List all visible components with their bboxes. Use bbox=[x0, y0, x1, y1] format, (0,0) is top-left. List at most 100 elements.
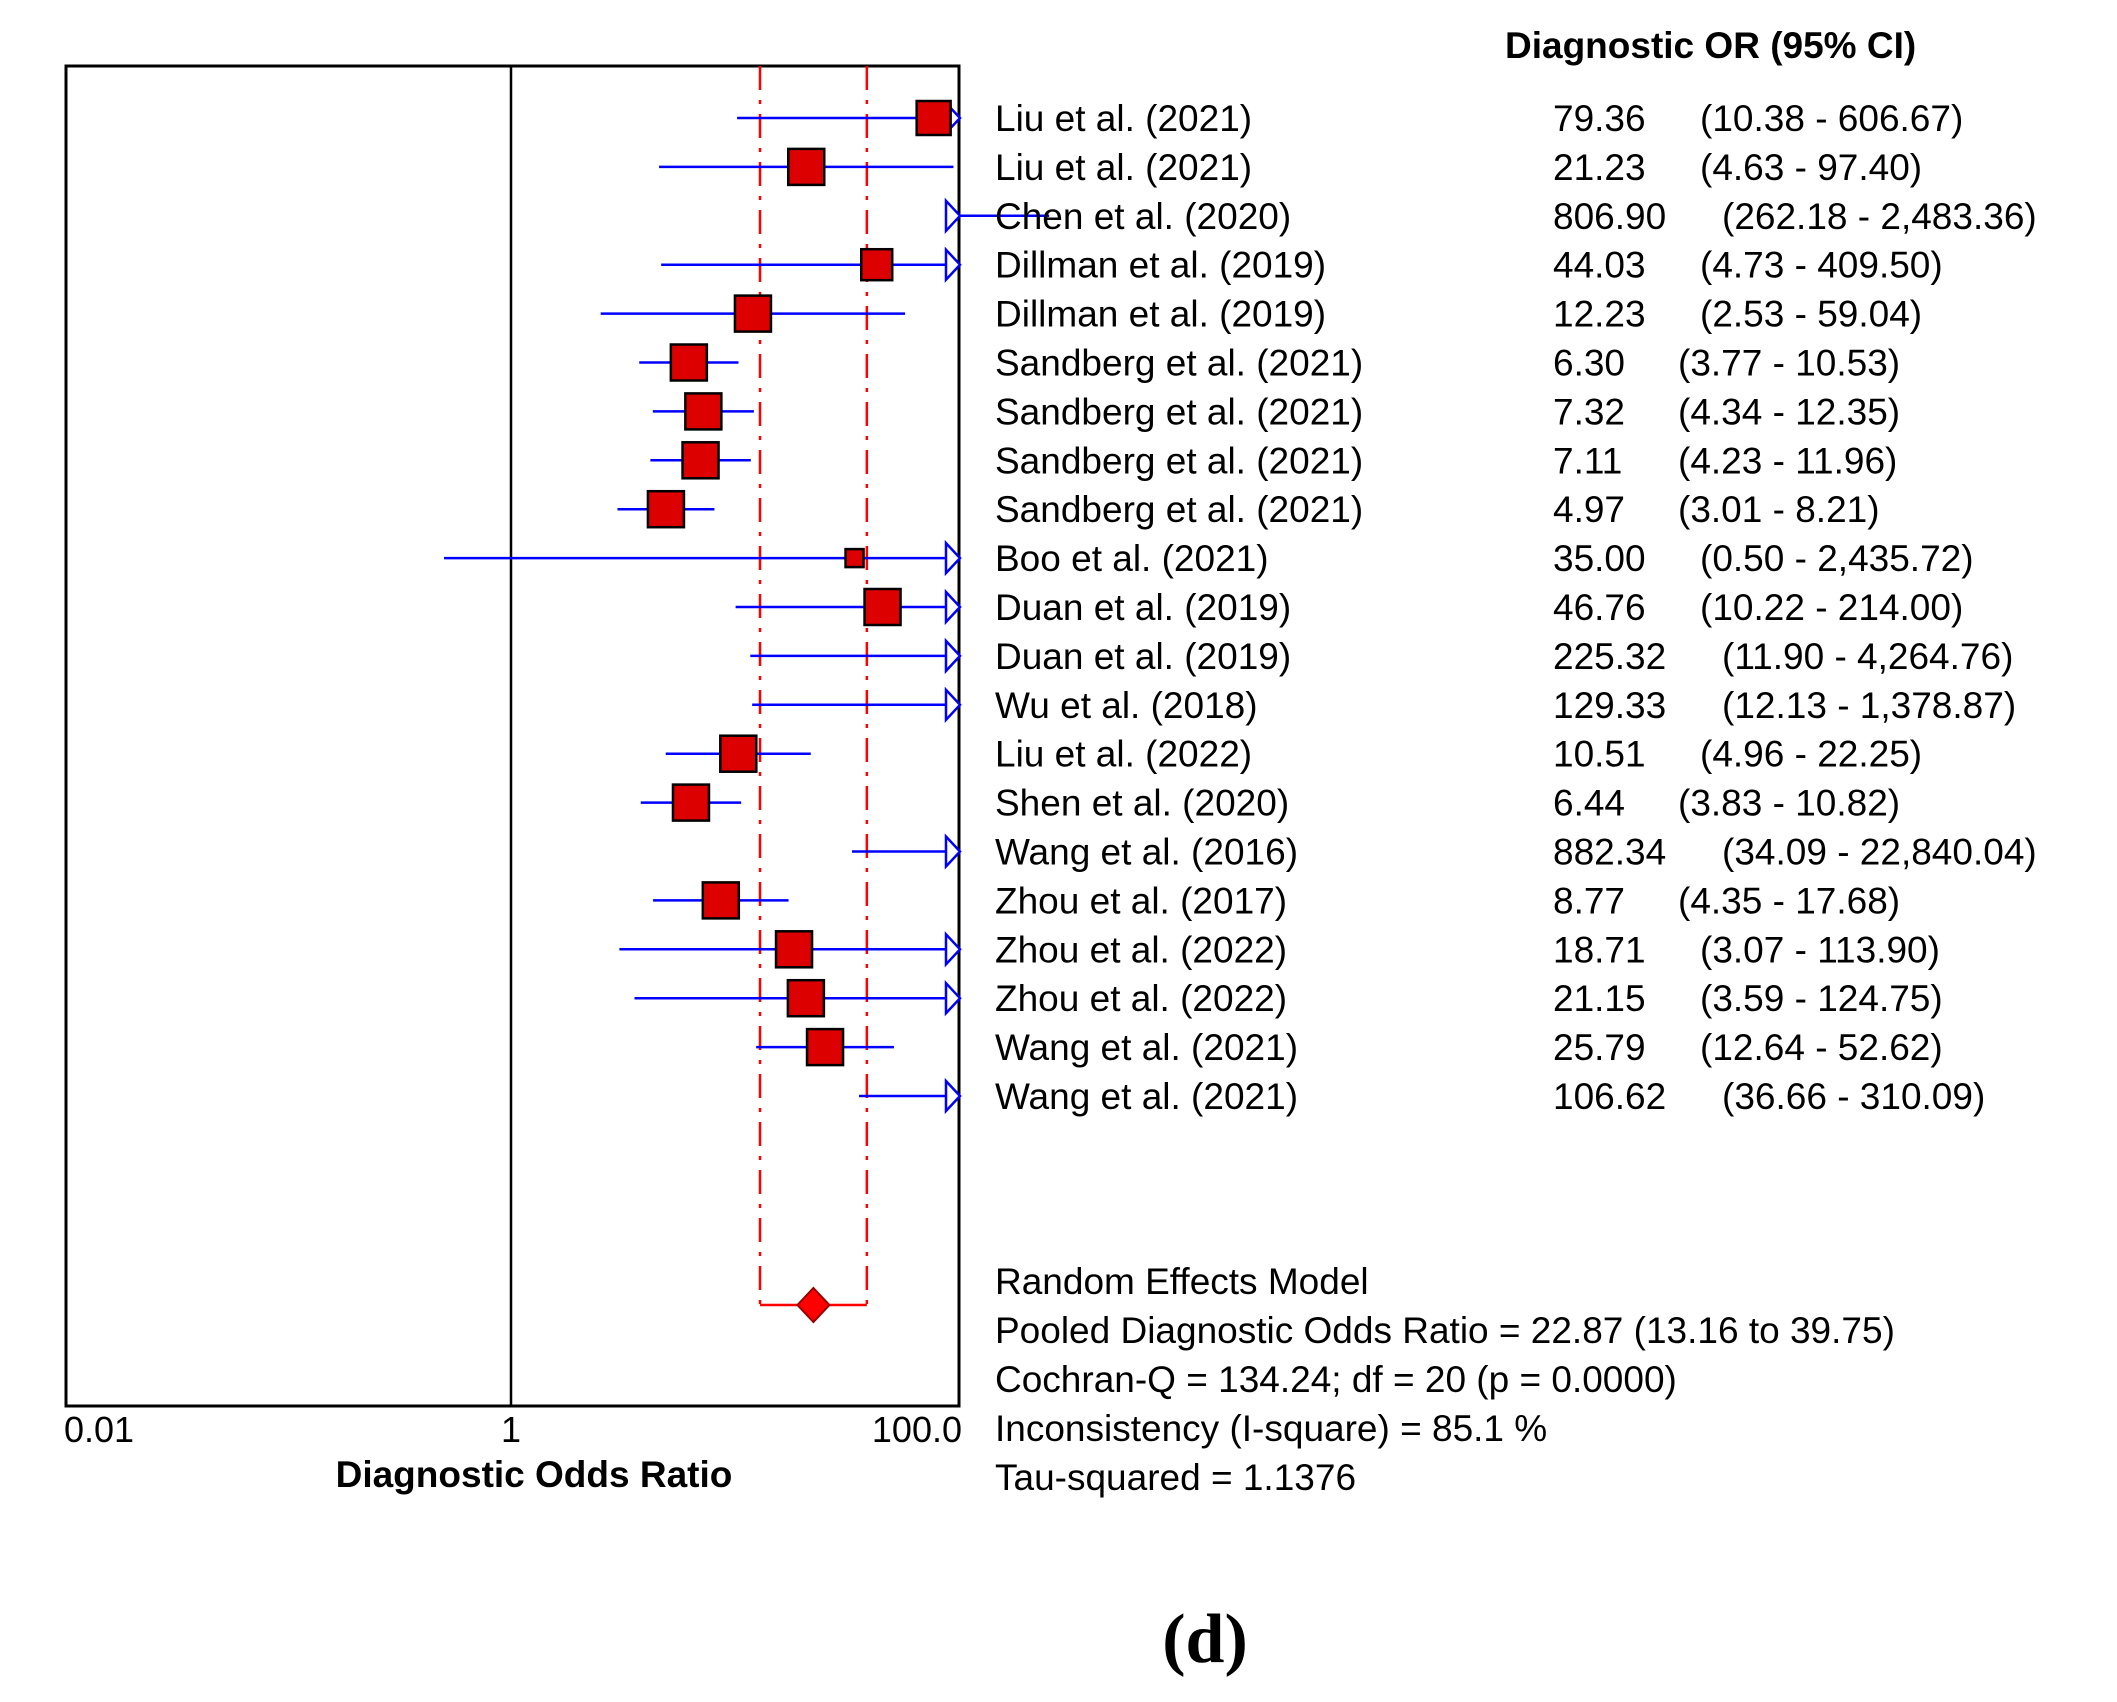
study-row-mark bbox=[652, 392, 754, 431]
study-or-value: 35.00 bbox=[1553, 538, 1646, 579]
study-label: Duan et al. (2019) bbox=[995, 587, 1291, 628]
ci-arrow-icon bbox=[944, 637, 962, 675]
ci-arrow-icon bbox=[944, 931, 962, 968]
summary-tau: Tau-squared = 1.1376 bbox=[995, 1457, 1356, 1498]
study-row-mark bbox=[944, 197, 1050, 234]
study-or-value: 4.97 bbox=[1553, 489, 1625, 530]
study-or-value: 18.71 bbox=[1553, 929, 1646, 970]
study-ci-value: (4.34 - 12.35) bbox=[1678, 391, 1900, 432]
study-row-mark bbox=[752, 686, 962, 723]
study-or-value: 129.33 bbox=[1553, 685, 1666, 726]
study-ci-value: (3.83 - 10.82) bbox=[1678, 783, 1900, 824]
study-or-value: 7.11 bbox=[1553, 440, 1622, 481]
ci-arrow-icon bbox=[944, 588, 962, 626]
study-label: Sandberg et al. (2021) bbox=[995, 489, 1363, 530]
ci-arrow-icon bbox=[944, 1077, 962, 1115]
study-label: Sandberg et al. (2021) bbox=[995, 440, 1363, 481]
study-label: Duan et al. (2019) bbox=[995, 636, 1291, 677]
ci-arrow-icon bbox=[944, 980, 962, 1017]
study-or-value: 6.30 bbox=[1553, 343, 1625, 384]
study-row-mark bbox=[659, 147, 954, 187]
point-estimate-square bbox=[684, 392, 723, 431]
point-estimate-square bbox=[859, 247, 894, 282]
study-ci-value: (4.23 - 11.96) bbox=[1678, 440, 1897, 481]
study-ci-value: (10.38 - 606.67) bbox=[1700, 98, 1963, 139]
study-row-mark bbox=[859, 1077, 962, 1115]
summary-inconsistency: Inconsistency (I-square) = 85.1 % bbox=[995, 1408, 1547, 1449]
study-ci-value: (36.66 - 310.09) bbox=[1722, 1076, 1985, 1117]
study-or-value: 79.36 bbox=[1553, 98, 1646, 139]
pooled-estimate-diamond bbox=[796, 1286, 831, 1324]
point-estimate-square bbox=[786, 147, 826, 187]
study-label: Wang et al. (2021) bbox=[995, 1027, 1298, 1068]
summary-pooled: Pooled Diagnostic Odds Ratio = 22.87 (13… bbox=[995, 1310, 1895, 1351]
study-ci-value: (4.73 - 409.50) bbox=[1700, 245, 1943, 286]
study-or-value: 25.79 bbox=[1553, 1027, 1646, 1068]
point-estimate-square bbox=[863, 587, 902, 627]
study-row-mark bbox=[737, 99, 962, 137]
ci-arrow-icon bbox=[944, 833, 962, 870]
study-label: Sandberg et al. (2021) bbox=[995, 391, 1363, 432]
point-estimate-square bbox=[669, 343, 709, 382]
panel-label: (d) bbox=[1162, 1601, 1248, 1678]
study-label: Dillman et al. (2019) bbox=[995, 245, 1326, 286]
study-ci-value: (4.35 - 17.68) bbox=[1678, 880, 1900, 921]
study-label: Dillman et al. (2019) bbox=[995, 294, 1326, 335]
study-label: Liu et al. (2021) bbox=[995, 98, 1252, 139]
study-label: Sandberg et al. (2021) bbox=[995, 343, 1363, 384]
study-ci-value: (3.77 - 10.53) bbox=[1678, 343, 1900, 384]
point-estimate-square bbox=[774, 930, 814, 969]
study-label: Shen et al. (2020) bbox=[995, 783, 1289, 824]
study-ci-value: (10.22 - 214.00) bbox=[1700, 587, 1963, 628]
point-estimate-square bbox=[681, 441, 720, 480]
study-row-mark bbox=[650, 441, 751, 480]
study-label: Zhou et al. (2022) bbox=[995, 929, 1287, 970]
study-ci-value: (3.07 - 113.90) bbox=[1700, 929, 1940, 970]
column-header: Diagnostic OR (95% CI) bbox=[1505, 25, 1916, 66]
point-estimate-square bbox=[786, 978, 826, 1018]
study-row-mark bbox=[756, 1027, 894, 1067]
study-ci-value: (262.18 - 2,483.36) bbox=[1722, 196, 2037, 237]
ci-arrow-icon bbox=[944, 197, 962, 234]
study-or-value: 806.90 bbox=[1553, 196, 1666, 237]
study-row-mark bbox=[852, 833, 962, 870]
point-estimate-square bbox=[915, 99, 952, 137]
study-ci-value: (4.63 - 97.40) bbox=[1700, 147, 1922, 188]
study-or-value: 6.44 bbox=[1553, 783, 1625, 824]
point-estimate-square bbox=[733, 294, 773, 333]
study-label: Wang et al. (2016) bbox=[995, 832, 1298, 873]
tick-label-2: 100.0 bbox=[872, 1409, 962, 1450]
study-row-mark bbox=[600, 294, 906, 333]
study-row-mark bbox=[750, 637, 962, 675]
study-label: Zhou et al. (2017) bbox=[995, 880, 1287, 921]
study-row-mark bbox=[619, 930, 962, 969]
study-ci-value: (12.64 - 52.62) bbox=[1700, 1027, 1943, 1068]
study-or-value: 21.15 bbox=[1553, 978, 1646, 1019]
study-row-mark bbox=[634, 978, 962, 1018]
study-row-mark bbox=[735, 587, 962, 627]
study-ci-value: (12.13 - 1,378.87) bbox=[1722, 685, 2016, 726]
study-row-mark bbox=[639, 343, 739, 382]
study-row-mark bbox=[661, 246, 962, 283]
study-label: Wu et al. (2018) bbox=[995, 685, 1258, 726]
ci-arrow-icon bbox=[944, 246, 962, 283]
ci-arrow-icon bbox=[944, 686, 962, 723]
tick-label-1: 1 bbox=[501, 1409, 521, 1450]
tick-label-0: 0.01 bbox=[64, 1409, 134, 1450]
study-or-value: 10.51 bbox=[1553, 734, 1646, 775]
study-row-mark bbox=[653, 881, 789, 920]
study-or-value: 7.32 bbox=[1553, 391, 1625, 432]
study-row-mark bbox=[617, 489, 715, 529]
study-ci-value: (0.50 - 2,435.72) bbox=[1700, 538, 1974, 579]
study-label: Liu et al. (2021) bbox=[995, 147, 1252, 188]
point-estimate-square bbox=[844, 547, 865, 569]
study-ci-value: (2.53 - 59.04) bbox=[1700, 294, 1922, 335]
study-or-value: 12.23 bbox=[1553, 294, 1646, 335]
point-estimate-square bbox=[701, 881, 741, 920]
study-or-value: 882.34 bbox=[1553, 832, 1666, 873]
x-axis-label: Diagnostic Odds Ratio bbox=[336, 1454, 733, 1495]
point-estimate-square bbox=[719, 734, 758, 773]
ci-arrow-icon bbox=[944, 539, 962, 577]
study-label: Boo et al. (2021) bbox=[995, 538, 1269, 579]
